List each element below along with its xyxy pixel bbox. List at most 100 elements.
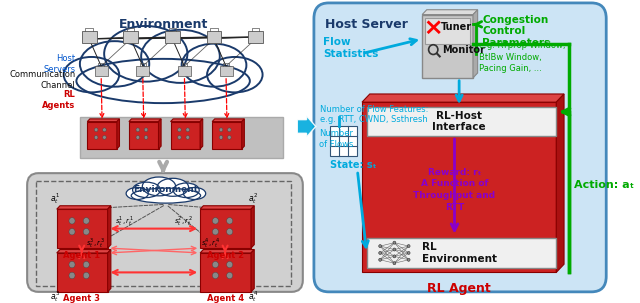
- Text: RL Agent: RL Agent: [428, 282, 491, 295]
- Text: Reward: rₜ
A Function of
Throughput and
RTT: Reward: rₜ A Function of Throughput and …: [413, 168, 495, 212]
- Bar: [200, 209, 251, 248]
- Ellipse shape: [182, 44, 246, 87]
- Polygon shape: [57, 250, 111, 253]
- Text: $s^2_t,r^2_t$: $s^2_t,r^2_t$: [174, 214, 193, 228]
- Polygon shape: [251, 206, 254, 248]
- Circle shape: [227, 272, 233, 279]
- Bar: [136, 66, 149, 76]
- Circle shape: [212, 272, 218, 279]
- Ellipse shape: [142, 177, 175, 196]
- Polygon shape: [87, 119, 120, 122]
- Circle shape: [83, 218, 90, 224]
- Bar: [95, 66, 108, 76]
- Circle shape: [393, 255, 396, 258]
- Ellipse shape: [184, 188, 205, 199]
- Text: $a^2_t$: $a^2_t$: [248, 191, 258, 206]
- Text: $s^1_t,r^1_t$: $s^1_t,r^1_t$: [115, 214, 134, 228]
- Text: Congestion
Control
Parameters: Congestion Control Parameters: [483, 15, 550, 48]
- Bar: [178, 66, 191, 76]
- Bar: [87, 122, 117, 149]
- Text: $a^4_t$: $a^4_t$: [248, 289, 258, 303]
- Polygon shape: [200, 250, 254, 253]
- Bar: [57, 253, 108, 292]
- Polygon shape: [422, 10, 477, 15]
- Polygon shape: [212, 119, 244, 122]
- Text: RL
Environment: RL Environment: [422, 242, 497, 264]
- Circle shape: [379, 251, 381, 255]
- Text: RL-Host
Interface: RL-Host Interface: [433, 111, 486, 132]
- Ellipse shape: [104, 26, 188, 82]
- Circle shape: [393, 262, 396, 265]
- Text: Flow
Statistics: Flow Statistics: [323, 37, 378, 58]
- Polygon shape: [57, 206, 111, 209]
- Text: Tuner: Tuner: [441, 22, 472, 32]
- Circle shape: [69, 228, 75, 235]
- Polygon shape: [108, 206, 111, 248]
- Bar: [248, 31, 263, 43]
- Bar: [57, 209, 108, 248]
- Polygon shape: [170, 119, 203, 122]
- Circle shape: [228, 128, 231, 132]
- Ellipse shape: [132, 182, 161, 198]
- Circle shape: [212, 261, 218, 268]
- Polygon shape: [200, 206, 254, 209]
- Text: Agent 2: Agent 2: [207, 251, 244, 260]
- Text: Agent 1: Agent 1: [63, 251, 100, 260]
- Circle shape: [178, 128, 181, 132]
- Circle shape: [379, 245, 381, 248]
- Circle shape: [393, 241, 396, 244]
- Bar: [170, 122, 200, 149]
- Ellipse shape: [126, 188, 148, 199]
- Ellipse shape: [131, 188, 200, 203]
- Circle shape: [407, 251, 410, 255]
- Circle shape: [69, 218, 75, 224]
- Circle shape: [136, 135, 140, 139]
- Ellipse shape: [80, 41, 149, 87]
- Circle shape: [83, 261, 90, 268]
- Circle shape: [220, 128, 223, 132]
- Bar: [82, 31, 97, 43]
- Bar: [212, 122, 242, 149]
- Text: State: sₜ: State: sₜ: [330, 160, 376, 170]
- Circle shape: [94, 128, 98, 132]
- Circle shape: [227, 218, 233, 224]
- Circle shape: [144, 135, 148, 139]
- Circle shape: [83, 228, 90, 235]
- Polygon shape: [242, 119, 244, 149]
- Text: Agent 4: Agent 4: [207, 294, 244, 303]
- Circle shape: [94, 135, 98, 139]
- Ellipse shape: [76, 59, 250, 103]
- Bar: [80, 117, 284, 158]
- Bar: [362, 102, 556, 272]
- FancyArrow shape: [297, 116, 316, 137]
- Circle shape: [220, 135, 223, 139]
- Circle shape: [228, 135, 231, 139]
- Ellipse shape: [141, 30, 220, 83]
- Polygon shape: [556, 94, 564, 272]
- Circle shape: [102, 128, 106, 132]
- Text: $s^3_t,r^3_t$: $s^3_t,r^3_t$: [86, 236, 106, 250]
- Circle shape: [178, 135, 181, 139]
- Bar: [165, 31, 180, 43]
- Text: Host
Servers: Host Servers: [43, 54, 76, 74]
- Circle shape: [69, 272, 75, 279]
- Polygon shape: [129, 119, 161, 122]
- Circle shape: [102, 135, 106, 139]
- Bar: [124, 31, 138, 43]
- FancyBboxPatch shape: [314, 3, 606, 292]
- Bar: [36, 181, 291, 286]
- Text: Monitor: Monitor: [442, 45, 485, 55]
- Ellipse shape: [64, 57, 119, 92]
- Circle shape: [393, 248, 396, 251]
- Text: Number of Flow Features:
e.g. RTT, CWND, Ssthresh: Number of Flow Features: e.g. RTT, CWND,…: [321, 105, 429, 125]
- Text: RL
Agents: RL Agents: [42, 89, 76, 110]
- Circle shape: [186, 135, 189, 139]
- Bar: [200, 253, 251, 292]
- Circle shape: [144, 128, 148, 132]
- Text: Action: aₜ: Action: aₜ: [574, 180, 634, 190]
- Polygon shape: [159, 119, 161, 149]
- Polygon shape: [251, 250, 254, 292]
- Polygon shape: [117, 119, 120, 149]
- Circle shape: [212, 218, 218, 224]
- Circle shape: [407, 245, 410, 248]
